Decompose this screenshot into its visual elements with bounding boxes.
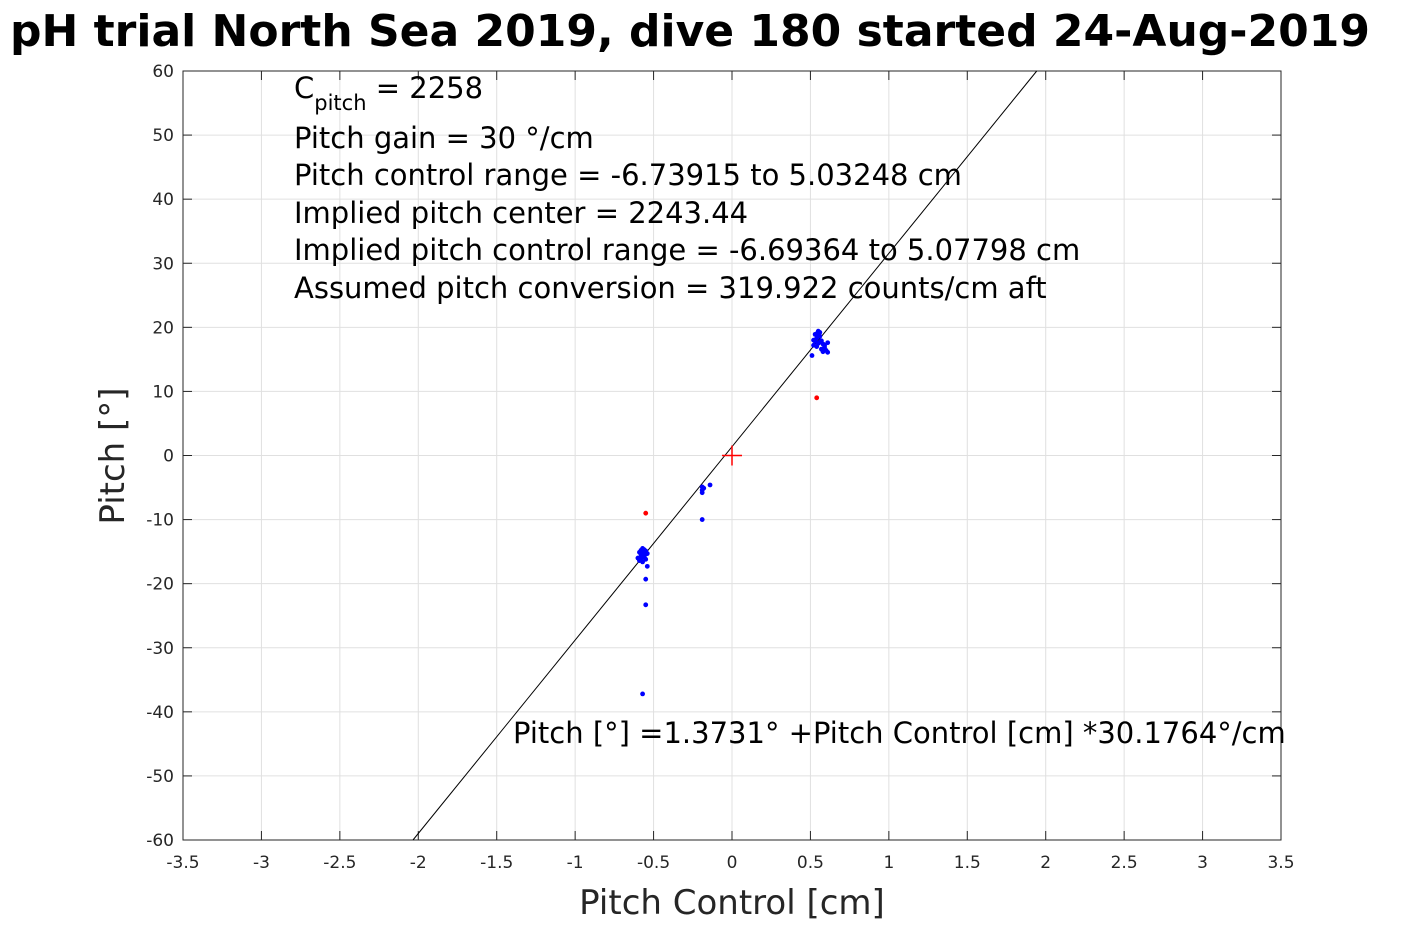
x-tick-label: 1 bbox=[883, 853, 894, 873]
data-point-blue bbox=[811, 337, 816, 343]
x-tick-label: 0 bbox=[727, 853, 738, 873]
x-tick-label: 3 bbox=[1197, 853, 1208, 873]
data-point-blue bbox=[825, 349, 831, 355]
y-tick-label: 10 bbox=[152, 382, 174, 402]
x-tick-label: -0.5 bbox=[637, 853, 670, 873]
data-point-blue bbox=[638, 548, 644, 554]
y-tick-label: -60 bbox=[146, 831, 174, 851]
y-tick-label: 50 bbox=[152, 126, 174, 146]
x-axis-label: Pitch Control [cm] bbox=[579, 883, 885, 923]
data-point-blue bbox=[699, 517, 705, 522]
x-tick-label: -3.5 bbox=[166, 853, 199, 873]
y-tick-label: 40 bbox=[152, 190, 174, 210]
y-axis-label: Pitch [°] bbox=[93, 387, 133, 524]
y-tick-label: -40 bbox=[146, 703, 174, 723]
y-tick-label: -10 bbox=[146, 511, 174, 531]
y-tick-label: 0 bbox=[163, 447, 174, 467]
implied-pitch-center-annotation: Implied pitch center = 2243.44 bbox=[294, 196, 748, 230]
x-tick-label: -2 bbox=[410, 853, 427, 873]
y-tick-label: -50 bbox=[146, 767, 174, 787]
implied-pitch-control-range-annotation: Implied pitch control range = -6.69364 t… bbox=[294, 233, 1080, 267]
data-point-blue bbox=[814, 344, 820, 349]
data-point-blue bbox=[699, 490, 705, 496]
data-point-blue bbox=[643, 576, 649, 582]
fit-equation-annotation: Pitch [°] =1.3731° +Pitch Control [cm] *… bbox=[513, 716, 1286, 750]
y-tick-label: -30 bbox=[146, 639, 174, 659]
y-tick-label: 60 bbox=[152, 62, 174, 82]
data-point-blue bbox=[641, 554, 647, 560]
data-point-blue bbox=[644, 551, 650, 556]
x-tick-label: 2 bbox=[1040, 853, 1051, 873]
c-pitch-annotation: Cpitch = 2258 bbox=[294, 71, 483, 115]
data-point-blue bbox=[643, 602, 649, 608]
pitch-control-range-annotation: Pitch control range = -6.73915 to 5.0324… bbox=[294, 158, 962, 192]
data-point-blue bbox=[815, 328, 821, 334]
data-point-blue bbox=[817, 333, 823, 339]
x-tick-label: -1.5 bbox=[480, 853, 513, 873]
chart-title: pH trial North Sea 2019, dive 180 starte… bbox=[10, 6, 1370, 57]
y-tick-label: 20 bbox=[152, 318, 174, 338]
x-tick-label: 2.5 bbox=[1111, 853, 1138, 873]
assumed-pitch-conversion-annotation: Assumed pitch conversion = 319.922 count… bbox=[294, 271, 1047, 305]
data-points bbox=[635, 328, 831, 697]
data-point-blue bbox=[819, 346, 824, 352]
c-pitch-subscript: pitch bbox=[314, 91, 366, 115]
data-point-blue bbox=[640, 559, 645, 565]
data-point-red bbox=[814, 395, 820, 401]
x-tick-label: 1.5 bbox=[954, 853, 981, 873]
data-point-blue bbox=[635, 555, 641, 561]
data-point-blue bbox=[822, 342, 827, 348]
pitch-gain-annotation: Pitch gain = 30 °/cm bbox=[294, 121, 594, 155]
data-point-blue bbox=[707, 482, 713, 488]
data-point-blue bbox=[640, 691, 645, 697]
grid-lines bbox=[182, 70, 1282, 841]
axis-ticks: -3.5 -3 -2.5 -2 -1.5 -1 -0.5 0 0.5 1 1.5 2 2.5 3 3.5 -6… bbox=[146, 62, 1294, 873]
data-point-red bbox=[643, 510, 649, 516]
y-tick-label: 30 bbox=[152, 254, 174, 274]
x-tick-label: -1 bbox=[567, 853, 584, 873]
data-point-blue bbox=[809, 353, 815, 358]
center-marker-group bbox=[722, 445, 742, 466]
y-tick-label: -20 bbox=[146, 575, 174, 595]
x-tick-label: 0.5 bbox=[797, 853, 824, 873]
data-point-blue bbox=[812, 331, 818, 337]
data-point-blue bbox=[817, 339, 823, 345]
x-tick-label: -3 bbox=[253, 853, 270, 873]
c-pitch-base: C bbox=[294, 71, 314, 105]
x-tick-label: 3.5 bbox=[1267, 853, 1294, 873]
x-tick-label: -2.5 bbox=[323, 853, 356, 873]
c-pitch-value: = 2258 bbox=[367, 71, 484, 105]
data-point-blue bbox=[644, 563, 650, 569]
data-point-blue bbox=[701, 485, 707, 491]
